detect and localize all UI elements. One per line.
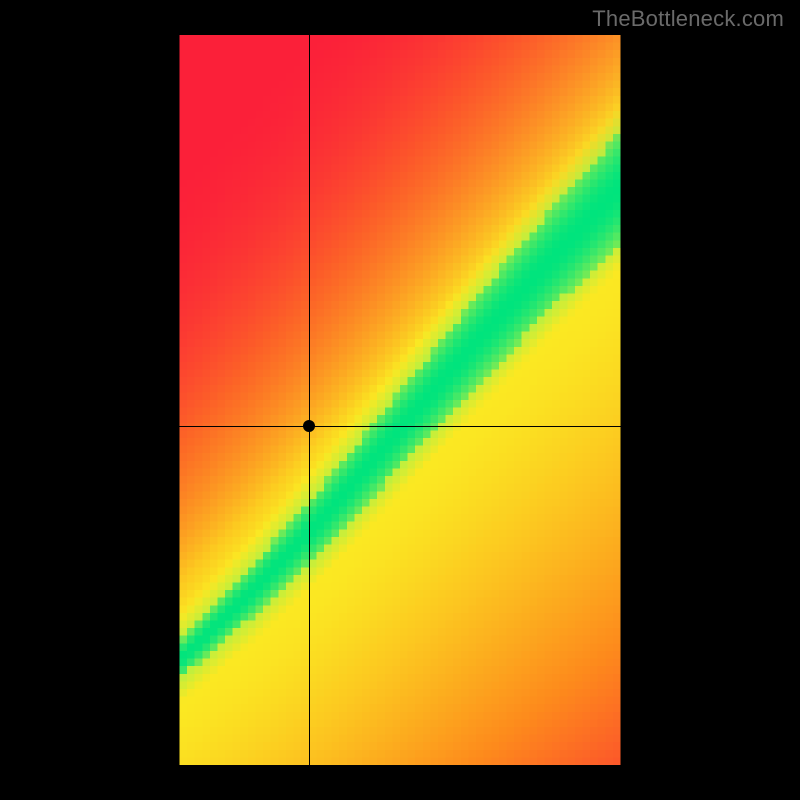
heatmap-canvas bbox=[35, 35, 765, 765]
chart-container: TheBottleneck.com bbox=[0, 0, 800, 800]
plot-area bbox=[35, 35, 765, 765]
crosshair-vertical bbox=[309, 35, 310, 765]
watermark-text: TheBottleneck.com bbox=[592, 6, 784, 32]
crosshair-horizontal bbox=[35, 426, 765, 427]
crosshair-marker-dot bbox=[303, 420, 315, 432]
